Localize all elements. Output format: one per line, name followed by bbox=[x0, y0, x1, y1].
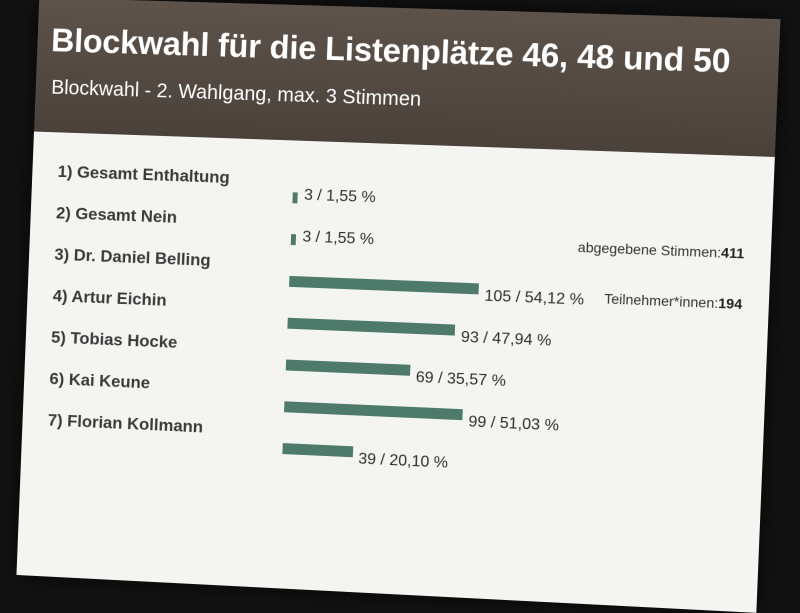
candidate-label: 7) Florian Kollmann bbox=[47, 410, 204, 437]
participants-value: 194 bbox=[717, 294, 743, 312]
candidate-label: 3) Dr. Daniel Belling bbox=[54, 244, 212, 270]
candidate-label: 5) Tobias Hocke bbox=[50, 327, 178, 352]
result-bar bbox=[289, 275, 479, 295]
votes-cast-stat: abgegebene Stimmen:411 bbox=[578, 239, 745, 261]
candidate-label: 6) Kai Keune bbox=[49, 369, 151, 393]
value-label: 99 / 51,03 % bbox=[468, 413, 560, 435]
value-label: 3 / 1,55 % bbox=[302, 228, 375, 249]
slide-header: Blockwahl für die Listenplätze 46, 48 un… bbox=[33, 0, 781, 157]
result-bar bbox=[285, 359, 411, 376]
value-label: 93 / 47,94 % bbox=[460, 328, 552, 350]
votes-cast-label: abgegebene Stimmen: bbox=[577, 238, 722, 261]
value-label: 69 / 35,57 % bbox=[415, 369, 507, 390]
result-bar bbox=[290, 234, 297, 246]
candidate-label: 1) Gesamt Enthaltung bbox=[57, 162, 231, 187]
chart-subtitle: Blockwahl - 2. Wahlgang, max. 3 Stimmen bbox=[50, 76, 422, 111]
candidate-label: 2) Gesamt Nein bbox=[55, 203, 178, 227]
value-label: 39 / 20,10 % bbox=[357, 450, 449, 472]
result-bar bbox=[284, 401, 463, 421]
votes-cast-value: 411 bbox=[720, 244, 745, 262]
value-label: 3 / 1,55 % bbox=[303, 186, 376, 207]
result-bar bbox=[287, 317, 456, 336]
participants-stat: Teilnehmer*innen:194 bbox=[604, 290, 743, 312]
value-label: 105 / 54,12 % bbox=[484, 287, 585, 309]
chart-title: Blockwahl für die Listenplätze 46, 48 un… bbox=[50, 21, 732, 80]
projection-screen: Blockwahl für die Listenplätze 46, 48 un… bbox=[16, 0, 781, 613]
result-bar bbox=[282, 443, 353, 458]
candidate-label: 4) Artur Eichin bbox=[52, 286, 167, 310]
participants-label: Teilnehmer*innen: bbox=[603, 290, 719, 312]
result-bar bbox=[292, 192, 299, 204]
